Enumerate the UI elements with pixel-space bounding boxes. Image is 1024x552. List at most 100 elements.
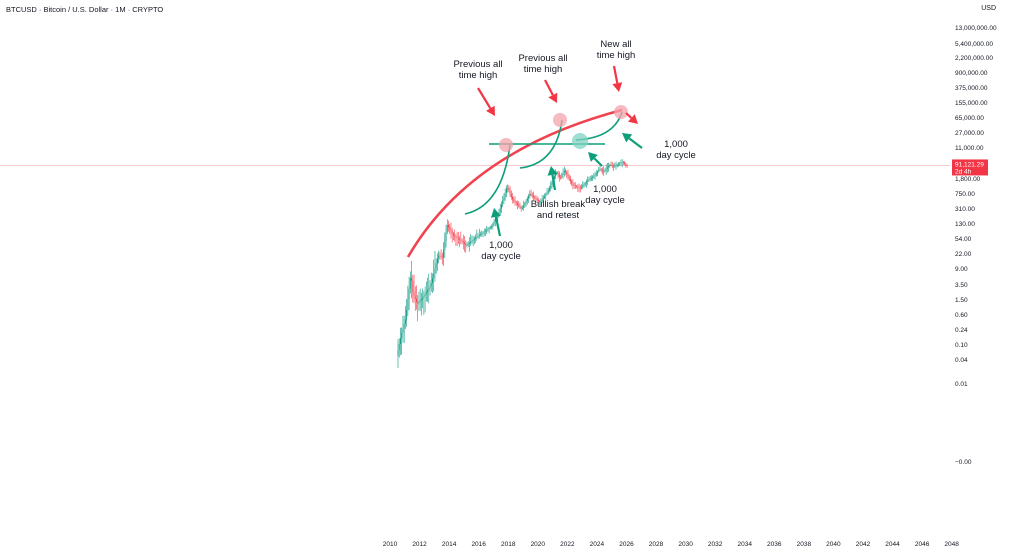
candle-body (588, 179, 590, 181)
candle-body (626, 165, 628, 167)
candle-body (480, 234, 481, 236)
x-tick-label: 2010 (383, 541, 398, 548)
y-tick-label: 9.00 (955, 266, 968, 273)
annotation-label: New all time high (597, 39, 636, 61)
arrow-icon (625, 112, 638, 124)
candle-body (551, 182, 553, 186)
x-tick-label: 2032 (708, 541, 723, 548)
candle-body (514, 200, 516, 203)
candle-body (493, 221, 495, 224)
candle-body (560, 176, 562, 178)
y-tick-label: 0.04 (955, 357, 968, 364)
price-tag: 91,121.29 2d 4h (952, 159, 988, 176)
candle-body (485, 230, 486, 232)
y-tick-label: 11,000.00 (955, 145, 984, 152)
candle-body (489, 227, 491, 229)
arrow-icon (490, 208, 502, 237)
candle-body (407, 299, 409, 310)
candle-body (605, 168, 607, 171)
price-tag-countdown: 2d 4h (955, 168, 972, 175)
candle-body (498, 212, 500, 215)
candle-body (542, 197, 544, 200)
candle-body (544, 195, 546, 198)
x-tick-label: 2026 (619, 541, 634, 548)
y-tick-label: 54.00 (955, 236, 972, 243)
arrow-icon (612, 65, 623, 92)
candle-body (419, 300, 421, 302)
candle-body (467, 243, 469, 245)
candle-body (569, 178, 571, 182)
candle-body (475, 237, 477, 239)
candle-body (573, 185, 575, 186)
candle-body (541, 199, 543, 202)
x-tick-label: 2042 (856, 541, 871, 548)
candle-body (465, 243, 467, 246)
candle-body (409, 278, 411, 289)
candle-body (456, 237, 458, 238)
candle-body (594, 175, 596, 177)
candle-body (517, 203, 518, 205)
candle-body (443, 250, 445, 258)
candle-body (571, 181, 573, 184)
cycle-arc[interactable] (464, 144, 511, 215)
y-tick-label: 13,000,000.00 (955, 25, 997, 32)
candle-body (528, 196, 530, 199)
cycle-arc[interactable] (519, 119, 563, 169)
y-tick-label: 750.00 (955, 191, 975, 198)
candle-body (555, 173, 557, 177)
x-tick-label: 2046 (915, 541, 930, 548)
candle-body (604, 170, 606, 172)
candle-body (404, 319, 406, 324)
candle-body (553, 176, 555, 180)
y-tick-label: 155,000.00 (955, 100, 988, 107)
candle-body (521, 207, 523, 209)
candle-body (422, 297, 424, 300)
candle-body (420, 299, 422, 301)
candle-body (619, 163, 621, 164)
candle-body (589, 178, 591, 180)
candle-body (445, 231, 447, 242)
candle-body (519, 205, 521, 208)
candle-body (439, 255, 441, 257)
candle-body (563, 170, 565, 173)
candle-body (397, 350, 399, 357)
candle-body (505, 188, 507, 193)
x-tick-label: 2018 (501, 541, 516, 548)
x-tick-label: 2022 (560, 541, 575, 548)
y-tick-label: 900,000.00 (955, 70, 988, 77)
candle-body (468, 242, 470, 244)
annotation-label: 1,000 day cycle (481, 240, 521, 262)
candle-body (459, 238, 461, 240)
x-axis[interactable]: 2010 2012 2014 2016 2018 2020 2022 2024 2026 2028… (383, 541, 959, 548)
candle-body (531, 194, 533, 196)
y-tick-label: −0.00 (955, 459, 972, 466)
candle-body (487, 228, 489, 230)
y-tick-label: 1.50 (955, 297, 968, 304)
y-tick-label: 0.01 (955, 381, 968, 388)
candle-body (562, 172, 564, 176)
candle-body (452, 233, 454, 236)
candle-body (460, 239, 462, 241)
candle-body (568, 176, 570, 179)
highlight-marker (572, 133, 588, 149)
candle-body (590, 177, 592, 179)
growth-curve[interactable] (406, 108, 623, 258)
candle-body (584, 183, 586, 185)
candle-body (436, 258, 438, 264)
y-tick-label: 375,000.00 (955, 85, 988, 92)
candle-body (428, 288, 430, 291)
candle-body (462, 241, 464, 243)
drawings[interactable] (406, 65, 643, 258)
candle-body (438, 255, 440, 259)
currency-label[interactable]: USD (981, 5, 996, 12)
candle-body (483, 231, 485, 233)
y-tick-label: 310.00 (955, 206, 975, 213)
candle-body (416, 299, 417, 302)
y-axis[interactable]: 13,000,000.00 5,400,000.00 2,200,000.00 900… (955, 25, 997, 466)
candle-body (602, 170, 603, 171)
candle-body (454, 235, 456, 237)
candle-body (587, 180, 589, 182)
candle-body (504, 192, 506, 197)
candle-body (537, 200, 539, 201)
